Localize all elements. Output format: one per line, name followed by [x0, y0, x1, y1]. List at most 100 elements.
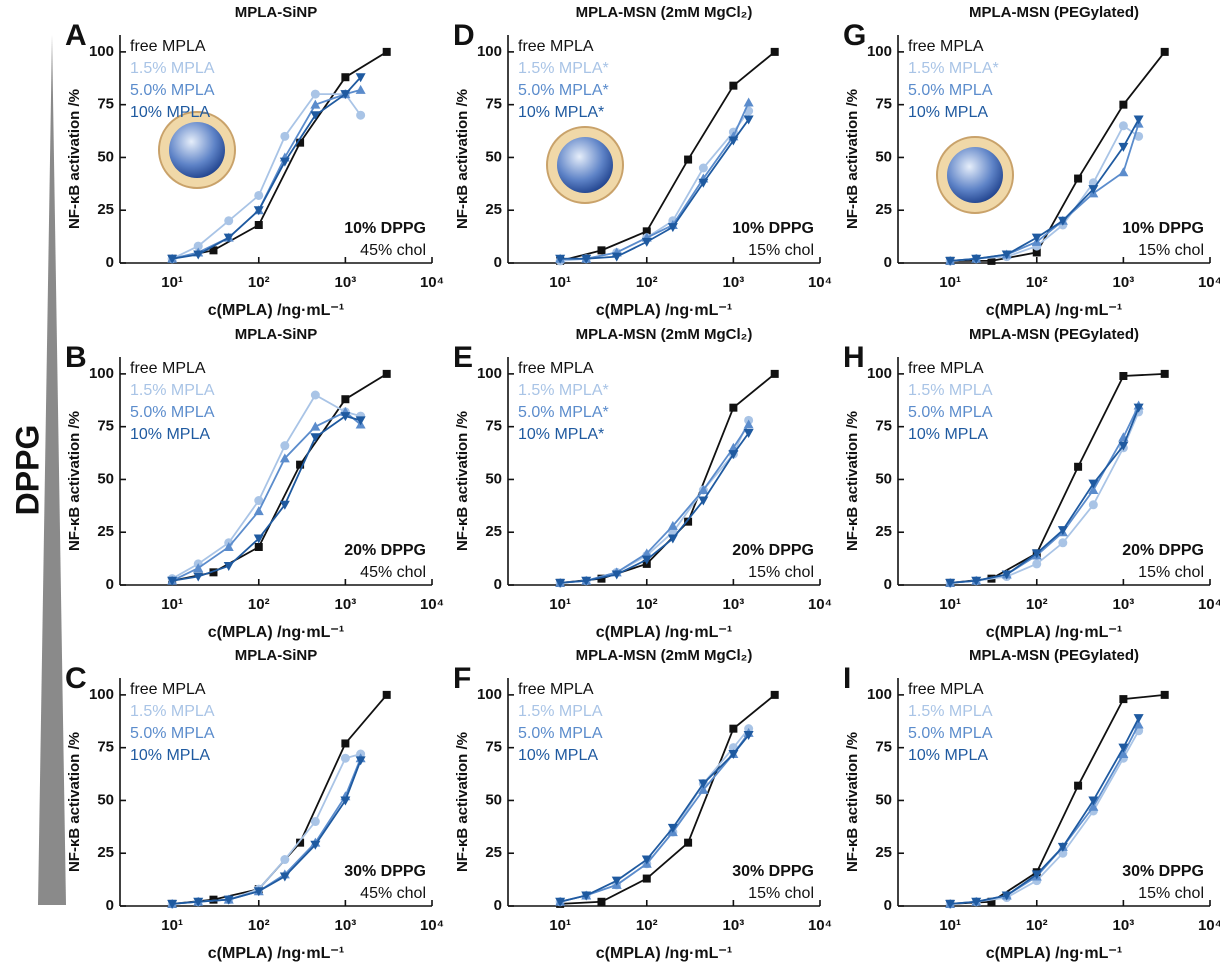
x-tick-label: 10² [1026, 596, 1048, 613]
legend-entry: free MPLA [908, 360, 984, 377]
marker [1133, 714, 1144, 724]
chart-title: MPLA-MSN (PEGylated) [969, 4, 1139, 21]
annotation: 10% DPPG [732, 220, 814, 237]
x-axis-label: c(MPLA) /ng·mL⁻¹ [596, 945, 732, 962]
y-tick-label: 0 [494, 897, 502, 914]
marker [280, 855, 290, 865]
marker [698, 496, 709, 506]
legend-entry: 10% MPLA [130, 426, 210, 443]
particle-illustration [158, 111, 1014, 214]
marker [355, 756, 366, 766]
chart-title: MPLA-MSN (2mM MgCl₂) [576, 326, 753, 343]
marker [987, 256, 996, 265]
y-axis-label: NF-κB activation /% [66, 89, 83, 229]
annotation: 15% chol [748, 242, 814, 259]
marker [296, 138, 305, 147]
marker [1134, 131, 1144, 141]
marker [1001, 891, 1012, 901]
x-tick-label: 10⁴ [808, 917, 832, 934]
annotation: 15% chol [748, 885, 814, 902]
marker [253, 206, 264, 216]
marker [1119, 100, 1128, 109]
marker [743, 419, 754, 429]
marker [340, 90, 351, 100]
x-tick-label: 10¹ [549, 917, 571, 934]
fit-line [171, 89, 361, 260]
y-tick-label: 25 [485, 523, 502, 540]
x-tick-label: 10⁴ [420, 596, 444, 613]
fit-line [950, 119, 1140, 262]
marker [254, 496, 264, 506]
marker [1119, 695, 1128, 704]
x-tick-label: 10¹ [161, 274, 183, 291]
marker [193, 241, 203, 251]
fit-line [171, 51, 388, 260]
x-tick-label: 10³ [723, 596, 745, 613]
legend-entry: 10% MPLA [130, 747, 210, 764]
chart-title: MPLA-SiNP [235, 647, 318, 664]
y-tick-label: 100 [89, 365, 114, 382]
marker [1133, 719, 1144, 729]
y-tick-label: 0 [494, 576, 502, 593]
fit-line [950, 717, 1140, 905]
panel-letter: E [453, 341, 473, 374]
y-tick-label: 25 [875, 523, 892, 540]
marker [1118, 441, 1129, 451]
annotation: 20% DPPG [344, 542, 426, 559]
legend-entry: 5.0% MPLA [130, 82, 215, 99]
annotation: 30% DPPG [1122, 863, 1204, 880]
x-tick-label: 10⁴ [808, 596, 832, 613]
x-tick-label: 10⁴ [1198, 917, 1220, 934]
marker [355, 416, 366, 426]
x-axis-label: c(MPLA) /ng·mL⁻¹ [208, 302, 344, 319]
legend-entry: 1.5% MPLA [130, 703, 215, 720]
marker [641, 548, 652, 558]
marker [223, 542, 234, 551]
marker [1118, 749, 1129, 758]
y-tick-label: 50 [875, 470, 892, 487]
marker [254, 543, 263, 551]
marker [223, 562, 234, 571]
fit-line [172, 415, 361, 582]
legend-entry: 10% MPLA [908, 104, 988, 121]
fit-line [171, 93, 362, 260]
marker [355, 84, 366, 94]
annotation: 45% chol [360, 242, 426, 259]
legend-entry: free MPLA [130, 360, 206, 377]
y-tick-label: 100 [867, 43, 892, 60]
panel-letter: D [453, 19, 475, 52]
y-tick-label: 75 [485, 739, 502, 756]
marker [698, 485, 709, 494]
y-axis-label: NF-κB activation /% [454, 411, 471, 551]
legend-entry: 1.5% MPLA [908, 382, 993, 399]
panel-letter: I [843, 662, 851, 695]
marker [611, 252, 622, 262]
marker [945, 256, 956, 266]
fit-line [172, 760, 362, 905]
marker [356, 110, 366, 120]
chart-title: MPLA-SiNP [235, 326, 318, 343]
marker [1118, 743, 1129, 753]
marker [728, 450, 739, 460]
x-tick-label: 10² [636, 596, 658, 613]
marker [253, 506, 264, 516]
x-tick-label: 10³ [335, 596, 357, 613]
y-tick-label: 0 [884, 576, 892, 593]
marker [1160, 690, 1169, 699]
y-tick-label: 0 [106, 254, 114, 271]
marker [193, 897, 204, 907]
marker [641, 555, 652, 565]
legend-entry: 10% MPLA [518, 747, 598, 764]
x-axis-label: c(MPLA) /ng·mL⁻¹ [208, 945, 344, 962]
marker [971, 897, 982, 907]
marker [279, 500, 290, 510]
legend-entry: 1.5% MPLA* [908, 60, 999, 77]
marker [641, 855, 652, 865]
x-axis-label: c(MPLA) /ng·mL⁻¹ [596, 302, 732, 319]
marker [340, 753, 350, 763]
side-label: DPPG [9, 425, 45, 516]
legend-entry: 5.0% MPLA [518, 725, 603, 742]
marker [310, 433, 321, 443]
y-tick-label: 50 [875, 791, 892, 808]
marker [382, 47, 391, 56]
